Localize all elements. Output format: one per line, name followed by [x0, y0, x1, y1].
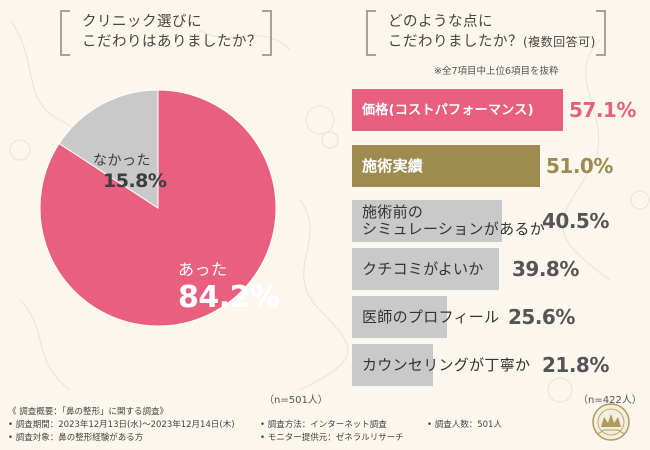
- bar-label: 医師のプロフィール: [362, 307, 500, 326]
- footer-title: 《 調査概要：「鼻の整形」に関する調査》: [8, 407, 168, 417]
- bracket-left: [366, 10, 376, 56]
- slice-value: 15.8%: [103, 170, 167, 192]
- bar-value-label: 57.1%: [569, 98, 636, 122]
- footer-count: • 調査人数：501人: [427, 420, 502, 430]
- sample-size-right: （n=422人）: [578, 395, 642, 406]
- footer-period: • 調査期間：2023年12月13日(水)～2023年12月14日(木): [8, 420, 235, 430]
- bar-label: クチコミがよいか: [362, 259, 484, 278]
- bar-value-label: 39.8%: [512, 257, 579, 281]
- bar-value-label: 51.0%: [546, 154, 613, 178]
- question-header-right: どのような点に こだわりましたか？(複数回答可): [366, 6, 606, 58]
- survey-footer: 《 調査概要：「鼻の整形」に関する調査》 • 調査期間：2023年12月13日(…: [0, 403, 650, 450]
- sample-size-left: （n=501人）: [264, 395, 328, 406]
- bar-label: 施術前の シミュレーションがあるか: [362, 203, 546, 238]
- pie-chart: [39, 89, 277, 327]
- selection-note: ※全7項目中上位6項目を抜粋: [434, 66, 559, 77]
- question-line-2-sub: (複数回答可): [523, 35, 596, 49]
- bar: [352, 89, 563, 131]
- bracket-right: [262, 10, 272, 56]
- bar: [352, 145, 540, 187]
- slice-name: なかった: [93, 153, 151, 169]
- research-seal-icon: [592, 403, 630, 441]
- footer-method: • 調査方法：インターネット調査: [260, 420, 387, 430]
- bar: [352, 296, 447, 338]
- slice-value: 84.2%: [178, 280, 280, 315]
- bracket-right: [596, 10, 606, 56]
- question-line-2: こだわりましたか？: [388, 34, 523, 50]
- question-text-left: クリニック選びに こだわりはありましたか？: [82, 12, 262, 52]
- pie-label-no: なかった 15.8%: [93, 150, 167, 192]
- bar-value-label: 21.8%: [542, 353, 609, 377]
- question-line-1: クリニック選びに: [82, 14, 202, 30]
- pie-label-yes: あった 84.2%: [178, 256, 280, 315]
- bar: [352, 344, 433, 386]
- question-header-left: クリニック選びに こだわりはありましたか？: [60, 6, 272, 58]
- bracket-left: [60, 10, 70, 56]
- question-line-1: どのような点に: [388, 14, 493, 30]
- question-line-2: こだわりはありましたか？: [82, 34, 262, 50]
- bar-label: カウンセリングが丁寧か: [362, 355, 531, 374]
- footer-target: • 調査対象：鼻の整形経験がある方: [8, 433, 144, 443]
- footer-provider: • モニター提供元：ゼネラルリサーチ: [260, 433, 404, 443]
- question-text-right: どのような点に こだわりましたか？(複数回答可): [388, 12, 596, 52]
- bar-label: 価格(コストパフォーマンス): [362, 102, 534, 118]
- bar-value-label: 40.5%: [542, 209, 609, 233]
- bar: [352, 200, 502, 242]
- bar-value-label: 25.6%: [508, 305, 575, 329]
- slice-name: あった: [178, 260, 228, 279]
- bar-label: 施術実績: [362, 156, 424, 175]
- bar: [352, 248, 499, 290]
- pie-slice-2: [58, 89, 159, 209]
